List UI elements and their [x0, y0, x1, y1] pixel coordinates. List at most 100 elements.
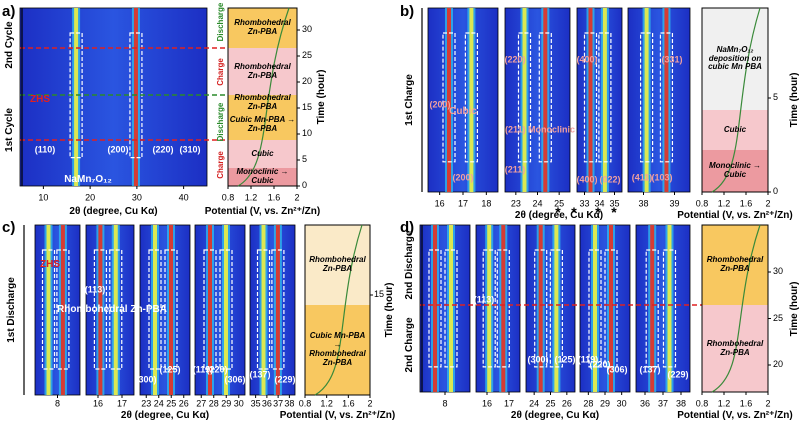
peak-box	[428, 249, 442, 368]
y-tick-label: 20	[302, 76, 313, 86]
peak-stripe	[667, 225, 672, 392]
annotation: (119)	[192, 364, 214, 375]
peak-box	[164, 249, 178, 370]
x-tick-label: 29	[599, 398, 611, 409]
x-tick-label: 0.8	[298, 398, 312, 409]
annotation: (331)	[661, 54, 683, 65]
peak-box	[41, 249, 56, 370]
x-tick-label: 23	[510, 198, 521, 209]
y-tick-label: 5	[773, 92, 779, 102]
phase-label: Rhombohedral Zn-PBA	[234, 61, 291, 80]
potential-curve	[314, 224, 363, 396]
x-tick-label: 24	[532, 198, 543, 209]
phase-label: Cubic Mn-PBA → Rhombohedral Zn-PBA	[309, 331, 366, 367]
x-tick-label: 25	[554, 198, 565, 209]
peak-box	[203, 249, 217, 370]
annotation: (125)	[159, 364, 181, 375]
annotation: (300)	[135, 374, 157, 385]
phase-region	[305, 225, 370, 305]
x-tick-label: 17	[503, 398, 515, 409]
phase-region	[702, 225, 768, 305]
potential-frame	[701, 7, 769, 193]
phase-label: Monoclinic → Cubic	[709, 161, 761, 179]
x-tick-label: 25	[545, 398, 556, 409]
panel-label: b)	[400, 3, 415, 20]
peak-box	[538, 32, 552, 163]
cycle-step-label: Charge	[216, 151, 225, 179]
peak-stripe	[447, 8, 451, 192]
peak-box	[56, 249, 70, 370]
panel-label: c)	[2, 219, 16, 236]
annotation: *	[611, 204, 617, 220]
peak-stripe	[538, 225, 543, 392]
x-tick-label: 39	[669, 198, 680, 209]
y-axis-title: Time (hour)	[384, 282, 395, 338]
x-tick-label: 30	[233, 398, 244, 409]
peak-stripe	[133, 8, 138, 186]
y-tick-label: 10	[302, 128, 313, 138]
phase-label: Rhombohedral Zn-PBA	[706, 338, 764, 357]
panel-label: d)	[400, 219, 415, 236]
annotation: (300)	[527, 354, 549, 365]
xrd-map	[427, 7, 499, 193]
peak-box	[444, 249, 458, 368]
annotation: (229)	[274, 374, 296, 385]
x-tick-label: 40	[178, 192, 189, 203]
peak-box	[496, 249, 510, 368]
peak-stripe	[449, 225, 453, 392]
x-tick-label: 2	[765, 398, 771, 409]
annotation: *	[595, 204, 601, 220]
phase-region	[228, 8, 297, 48]
peak-stripe	[275, 225, 280, 395]
x-tick-label: 26	[178, 398, 189, 409]
peak-box	[256, 249, 271, 370]
phase-region	[228, 168, 297, 186]
x-tick-label: 37	[657, 398, 669, 409]
annotation: (306)	[224, 374, 246, 385]
annotation: (310)	[179, 144, 201, 155]
x-tick-label: 38	[284, 398, 295, 409]
peak-box	[271, 249, 285, 370]
phase-label: Monoclinic → Cubic	[236, 167, 289, 185]
x-tick-label: 1.2	[717, 198, 731, 209]
peak-box	[549, 249, 563, 368]
peak-stripe	[554, 225, 559, 392]
x-axis-title: 2θ (degree, Cu Kα)	[69, 206, 158, 217]
peak-stripe	[522, 8, 527, 192]
x-tick-label: 10	[38, 192, 49, 203]
x-tick-label: 2	[367, 398, 373, 409]
peak-box	[639, 32, 654, 163]
phase-region	[702, 110, 768, 150]
peak-stripe	[60, 225, 65, 395]
x-tick-label: 8	[442, 398, 448, 409]
x-tick-label: 18	[481, 198, 492, 209]
peak-stripe	[98, 225, 103, 395]
xrd-map	[504, 7, 571, 193]
peak-box	[583, 32, 598, 163]
x-tick-label: 35	[250, 398, 261, 409]
x-tick-label: 1.6	[739, 398, 753, 409]
annotation: (137)	[249, 369, 271, 380]
x-axis-title: Potential (V, vs. Zn²⁺/Zn)	[677, 210, 793, 221]
peak-box	[482, 249, 496, 368]
panel-label: a)	[2, 3, 16, 20]
peak-stripe	[224, 225, 228, 395]
peak-box	[109, 249, 123, 370]
peak-stripe	[113, 225, 118, 395]
annotation: (220)	[504, 54, 526, 65]
x-tick-label: 16	[92, 398, 104, 409]
y-axis-title: Time (hour)	[789, 281, 800, 336]
peak-box	[645, 249, 659, 368]
x-tick-label: 38	[675, 398, 687, 409]
x-tick-label: 34	[594, 198, 605, 209]
y-axis-label: 2nd Discharge	[404, 230, 415, 300]
peak-stripe	[650, 225, 655, 392]
x-tick-label: 0.8	[695, 398, 709, 409]
phase-label: NaMn₇O₁₂ deposition on cubic Mn PBA	[708, 44, 762, 72]
x-tick-label: 33	[579, 198, 590, 209]
y-tick-label: 25	[302, 50, 313, 60]
x-axis-title: Potential (V, vs. Zn²⁺/Zn)	[677, 410, 793, 421]
y-tick-label: 25	[773, 312, 784, 323]
xrd-map	[627, 7, 691, 193]
annotation: (400)	[576, 174, 598, 185]
